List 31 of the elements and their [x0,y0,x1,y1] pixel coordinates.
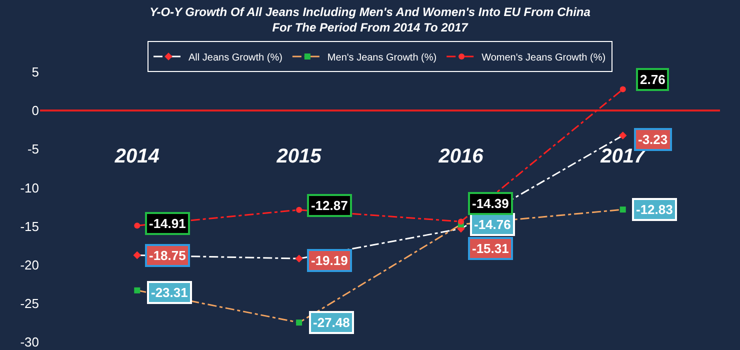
data-label: -23.31 [151,285,188,300]
data-label: -18.75 [149,248,186,263]
data-label: -27.48 [313,315,350,330]
data-label: -14.91 [149,216,186,231]
data-label: -12.83 [636,202,673,217]
point [296,206,302,213]
y-tick-label: -10 [20,180,39,196]
data-label: -15.31 [472,241,509,256]
y-tick-label: 5 [32,64,39,80]
data-label: -14.76 [474,217,511,232]
data-label: -12.87 [311,198,348,213]
y-tick-label: -15 [20,218,39,234]
y-tick-label: -30 [20,334,39,350]
point [620,86,626,92]
data-label: -14.39 [472,196,509,211]
x-tick-label: 2015 [276,145,322,168]
x-tick-label: 2014 [114,145,160,168]
point [458,218,464,225]
y-tick-label: 0 [32,103,39,118]
y-tick-label: -5 [27,142,39,157]
x-tick-label: 2016 [438,145,484,168]
y-tick-label: -25 [20,296,39,311]
legend-label: Men's Jeans Growth (%) [327,52,437,64]
data-label: -3.23 [638,132,668,147]
chart-title: Y-O-Y Growth Of All Jeans Including Men's And Women's Into EU From China For The Period From 2014 To 2017 [150,4,591,34]
legend-label: Women's Jeans Growth (%) [482,52,606,64]
legend-label: All Jeans Growth (%) [188,52,282,64]
data-label: -19.19 [311,253,348,268]
y-tick-label: -20 [20,257,39,272]
data-label: 2.76 [640,72,666,87]
point [134,222,140,229]
